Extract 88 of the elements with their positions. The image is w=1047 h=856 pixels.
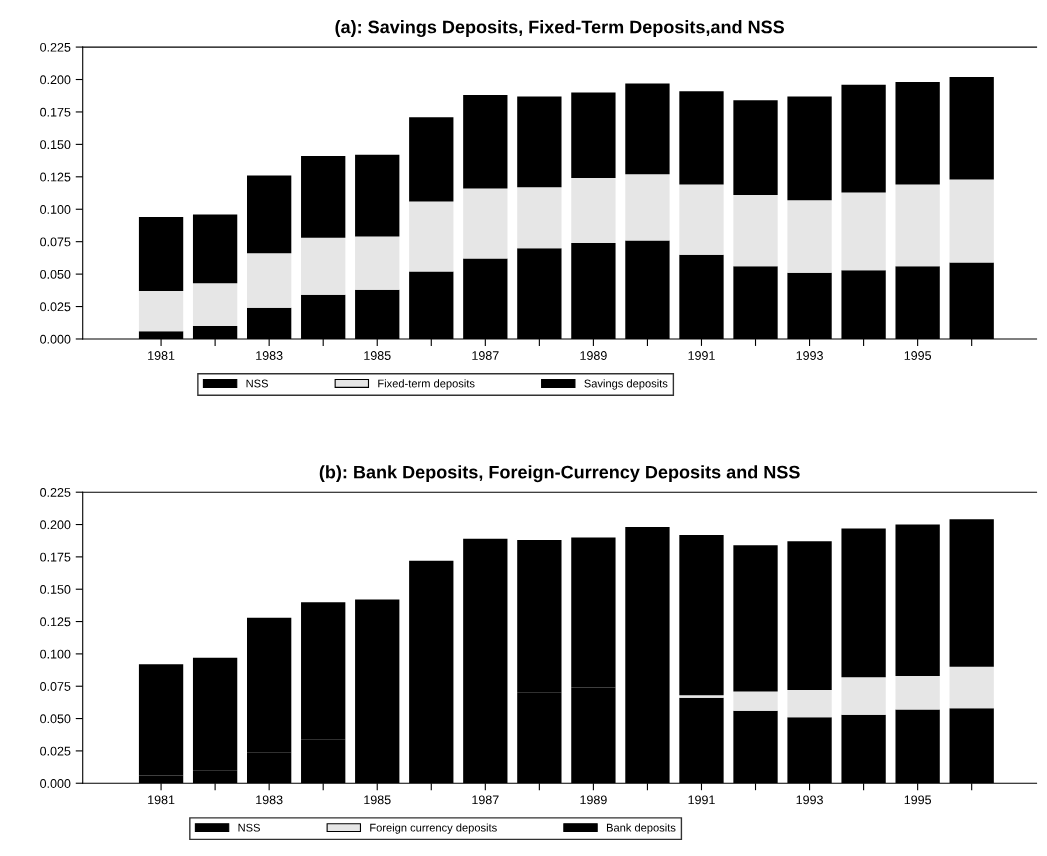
bar (625, 174, 670, 241)
y-tick-label: 0.075 (40, 682, 71, 691)
legend-label: Fixed-term deposits (378, 379, 475, 390)
legend-label: Savings deposits (584, 379, 668, 390)
legend-label: NSS (246, 379, 268, 388)
bar (463, 95, 508, 189)
bar (138, 217, 184, 291)
bar (517, 96, 562, 188)
x-tick-label: 1985 (364, 795, 391, 805)
bar (679, 695, 724, 698)
x-tick-label: 1983 (256, 351, 283, 360)
y-tick-label: 0.150 (40, 140, 71, 150)
bar (571, 92, 616, 179)
y-tick-label: 0.000 (40, 334, 71, 344)
y-tick-label: 0.125 (40, 172, 71, 182)
bar (355, 236, 400, 290)
x-tick-label: 1989 (580, 795, 607, 805)
y-tick-label: 0.050 (40, 269, 71, 279)
bar (787, 541, 832, 691)
bar (895, 675, 940, 710)
bar (355, 154, 400, 237)
x-tick-label: 1981 (148, 795, 175, 805)
bar (841, 528, 886, 678)
chart-title: (a): Savings Deposits, Fixed-Term Deposits,and NSS (335, 20, 785, 38)
y-tick-label: 0.175 (40, 552, 71, 562)
legend-label: Bank deposits (606, 823, 676, 834)
bar (841, 84, 886, 193)
bar (733, 194, 778, 267)
bar (949, 179, 994, 263)
bar (787, 96, 832, 201)
bar (949, 519, 994, 667)
bar (517, 187, 562, 249)
bar (949, 666, 994, 709)
x-tick-label: 1991 (688, 795, 715, 805)
bar (192, 214, 238, 284)
bar (625, 83, 670, 175)
bar (841, 677, 886, 715)
y-tick-label: 0.200 (40, 75, 71, 85)
y-tick-label: 0.225 (40, 42, 71, 52)
bar (895, 184, 940, 267)
bar (733, 545, 778, 692)
x-tick-label: 1987 (472, 795, 499, 805)
bar (409, 117, 454, 202)
y-tick-label: 0.025 (40, 746, 71, 756)
x-tick-label: 1987 (472, 351, 499, 360)
x-tick-label: 1983 (256, 795, 283, 805)
y-tick-label: 0.000 (40, 779, 71, 788)
bar (787, 200, 832, 273)
y-tick-label: 0.225 (40, 488, 71, 497)
chart-title: (b): Bank Deposits, Foreign-Currency Deposits and NSS (319, 465, 800, 483)
y-tick-label: 0.200 (40, 520, 71, 530)
y-tick-label: 0.125 (40, 617, 71, 627)
x-tick-label: 1985 (364, 351, 391, 360)
bar (895, 82, 940, 185)
legend-label: NSS (238, 823, 260, 832)
bar (895, 524, 940, 676)
y-tick-label: 0.050 (40, 714, 71, 724)
x-tick-label: 1993 (796, 795, 823, 805)
legend-label: Foreign currency deposits (370, 823, 497, 834)
bar (841, 192, 886, 271)
y-tick-label: 0.100 (40, 205, 71, 214)
bar (679, 184, 724, 255)
y-tick-label: 0.075 (40, 237, 71, 247)
bar (192, 283, 238, 326)
x-tick-label: 1981 (148, 351, 175, 360)
bar (571, 178, 616, 243)
bar (949, 76, 994, 180)
bar (679, 91, 724, 185)
bar (787, 690, 832, 718)
bar (301, 237, 346, 295)
bar (679, 534, 724, 696)
bar (733, 100, 778, 195)
x-tick-label: 1995 (904, 351, 932, 360)
y-tick-label: 0.100 (40, 649, 71, 659)
x-tick-label: 1989 (580, 351, 607, 360)
bar (733, 691, 778, 711)
bar (247, 175, 292, 254)
y-tick-label: 0.150 (40, 585, 71, 594)
x-tick-label: 1993 (796, 351, 823, 360)
bar (138, 290, 184, 332)
bar (301, 156, 346, 238)
y-tick-label: 0.025 (40, 302, 71, 312)
bar (409, 201, 454, 272)
x-tick-label: 1995 (904, 795, 932, 805)
y-tick-label: 0.175 (40, 107, 71, 117)
x-tick-label: 1991 (688, 351, 715, 360)
bar (247, 253, 292, 308)
bar (463, 188, 508, 259)
